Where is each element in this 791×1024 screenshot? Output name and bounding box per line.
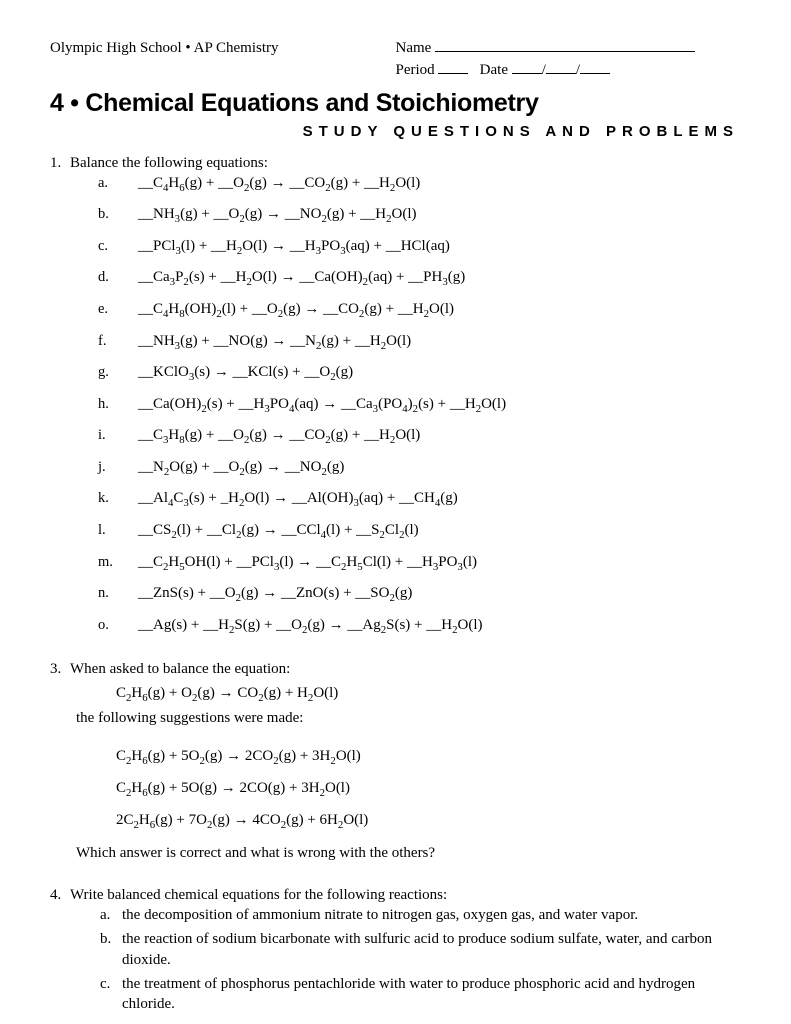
date-blank-3[interactable] <box>580 61 610 75</box>
equation-body: __NH3(g) + __NO(g) → __N2(g) + __H2O(l) <box>138 331 741 351</box>
equation-letter: e. <box>98 300 138 320</box>
equation-body: __C4H8(OH)2(l) + __O2(g) → __CO2(g) + __… <box>138 299 741 319</box>
equation-body: __C2H5OH(l) + __PCl3(l) → __C2H5Cl(l) + … <box>138 552 741 572</box>
equation-row: c.__PCl3(l) + __H2O(l) → __H3PO3(aq) + _… <box>98 236 741 257</box>
equation-row: i.__C3H8(g) + __O2(g) → __CO2(g) + __H2O… <box>98 425 741 446</box>
name-blank[interactable] <box>435 39 695 53</box>
equation-letter: n. <box>98 584 138 604</box>
equation-letter: a. <box>98 174 138 194</box>
equation-letter: d. <box>98 268 138 288</box>
q4-text: the decomposition of ammonium nitrate to… <box>122 905 741 925</box>
q3-line3: Which answer is correct and what is wron… <box>76 843 741 863</box>
equation-body: __Al4C3(s) + _H2O(l) → __Al(OH)3(aq) + _… <box>138 488 741 508</box>
page-header: Olympic High School • AP Chemistry Name <box>50 38 741 58</box>
equation-body: __PCl3(l) + __H2O(l) → __H3PO3(aq) + __H… <box>138 236 741 256</box>
unit-title: 4 • Chemical Equations and Stoichiometry <box>50 87 741 121</box>
q3-suggestions: C2H6(g) + 5O2(g) → 2CO2(g) + 3H2O(l) C2H6… <box>116 746 741 831</box>
equation-body: __Ca(OH)2(s) + __H3PO4(aq) → __Ca3(PO4)2… <box>138 394 741 414</box>
question-1: 1.Balance the following equations: a.__C… <box>50 153 741 636</box>
q4-item: b.the reaction of sodium bicarbonate wit… <box>100 929 741 970</box>
q4-item-list: a.the decomposition of ammonium nitrate … <box>100 905 741 1014</box>
q3-line2: the following suggestions were made: <box>76 708 741 728</box>
date-label: Date <box>480 62 508 78</box>
equation-letter: k. <box>98 489 138 509</box>
subtitle: STUDY QUESTIONS AND PROBLEMS <box>50 122 741 142</box>
question-3: 3.When asked to balance the equation: C2… <box>50 659 741 863</box>
equation-letter: j. <box>98 458 138 478</box>
equation-letter: m. <box>98 553 138 573</box>
q4-number: 4. <box>50 885 70 905</box>
q4-letter: b. <box>100 929 122 970</box>
header-left: Olympic High School • AP Chemistry <box>50 38 396 58</box>
q4-text: the treatment of phosphorus pentachlorid… <box>122 974 741 1015</box>
question-4: 4.Write balanced chemical equations for … <box>50 885 741 1015</box>
equation-letter: g. <box>98 363 138 383</box>
title-bullet: • <box>70 89 78 117</box>
equation-letter: b. <box>98 205 138 225</box>
equation-body: __Ag(s) + __H2S(g) + __O2(g) → __Ag2S(s)… <box>138 615 741 635</box>
q1-equation-list: a.__C4H6(g) + __O2(g) → __CO2(g) + __H2O… <box>98 173 741 635</box>
date-blank-2[interactable] <box>546 61 576 75</box>
equation-letter: o. <box>98 616 138 636</box>
equation-row: n.__ZnS(s) + __O2(g) → __ZnO(s) + __SO2(… <box>98 583 741 604</box>
equation-body: __C3H8(g) + __O2(g) → __CO2(g) + __H2O(l… <box>138 425 741 445</box>
header-right: Name <box>396 38 742 58</box>
equation-row: o.__Ag(s) + __H2S(g) + __O2(g) → __Ag2S(… <box>98 615 741 636</box>
page-header-row2: Period Date // <box>50 60 741 80</box>
equation-letter: l. <box>98 521 138 541</box>
equation-letter: i. <box>98 426 138 446</box>
equation-row: g.__KClO3(s) → __KCl(s) + __O2(g) <box>98 362 741 383</box>
q4-prompt: Write balanced chemical equations for th… <box>70 887 447 903</box>
q1-prompt: Balance the following equations: <box>70 153 268 173</box>
equation-body: __CS2(l) + __Cl2(g) → __CCl4(l) + __S2Cl… <box>138 520 741 540</box>
date-blank-1[interactable] <box>512 61 542 75</box>
suggestion-equation: 2C2H6(g) + 7O2(g) → 4CO2(g) + 6H2O(l) <box>116 810 741 830</box>
unit-name: Chemical Equations and Stoichiometry <box>85 89 538 117</box>
course-name: AP Chemistry <box>194 40 279 56</box>
equation-row: k.__Al4C3(s) + _H2O(l) → __Al(OH)3(aq) +… <box>98 488 741 509</box>
equation-row: a.__C4H6(g) + __O2(g) → __CO2(g) + __H2O… <box>98 173 741 194</box>
period-blank[interactable] <box>438 61 468 75</box>
bullet-separator: • <box>185 40 190 56</box>
q4-letter: c. <box>100 974 122 1015</box>
equation-body: __Ca3P2(s) + __H2O(l) → __Ca(OH)2(aq) + … <box>138 267 741 287</box>
equation-body: __ZnS(s) + __O2(g) → __ZnO(s) + __SO2(g) <box>138 583 741 603</box>
equation-body: __NH3(g) + __O2(g) → __NO2(g) + __H2O(l) <box>138 204 741 224</box>
name-label: Name <box>396 40 432 56</box>
q4-text: the reaction of sodium bicarbonate with … <box>122 929 741 970</box>
equation-row: j.__N2O(g) + __O2(g) → __NO2(g) <box>98 457 741 478</box>
equation-body: __N2O(g) + __O2(g) → __NO2(g) <box>138 457 741 477</box>
equation-body: __C4H6(g) + __O2(g) → __CO2(g) + __H2O(l… <box>138 173 741 193</box>
suggestion-equation: C2H6(g) + 5O2(g) → 2CO2(g) + 3H2O(l) <box>116 746 741 766</box>
equation-row: m.__C2H5OH(l) + __PCl3(l) → __C2H5Cl(l) … <box>98 552 741 573</box>
q3-equation: C2H6(g) + O2(g) → CO2(g) + H2O(l) <box>116 683 741 703</box>
school-name: Olympic High School <box>50 40 182 56</box>
period-label: Period <box>396 62 435 78</box>
equation-row: d.__Ca3P2(s) + __H2O(l) → __Ca(OH)2(aq) … <box>98 267 741 288</box>
equation-row: b.__NH3(g) + __O2(g) → __NO2(g) + __H2O(… <box>98 204 741 225</box>
q1-number: 1. <box>50 153 70 173</box>
equation-row: e.__C4H8(OH)2(l) + __O2(g) → __CO2(g) + … <box>98 299 741 320</box>
unit-number: 4 <box>50 89 64 117</box>
period-date: Period Date // <box>396 60 742 80</box>
equation-row: f.__NH3(g) + __NO(g) → __N2(g) + __H2O(l… <box>98 331 741 352</box>
equation-row: l.__CS2(l) + __Cl2(g) → __CCl4(l) + __S2… <box>98 520 741 541</box>
equation-letter: f. <box>98 332 138 352</box>
q3-line1: When asked to balance the equation: <box>70 661 290 677</box>
equation-body: __KClO3(s) → __KCl(s) + __O2(g) <box>138 362 741 382</box>
q4-letter: a. <box>100 905 122 925</box>
equation-letter: c. <box>98 237 138 257</box>
suggestion-equation: C2H6(g) + 5O(g) → 2CO(g) + 3H2O(l) <box>116 778 741 798</box>
equation-row: h.__Ca(OH)2(s) + __H3PO4(aq) → __Ca3(PO4… <box>98 394 741 415</box>
q3-number: 3. <box>50 659 70 679</box>
q4-item: a.the decomposition of ammonium nitrate … <box>100 905 741 925</box>
q4-item: c.the treatment of phosphorus pentachlor… <box>100 974 741 1015</box>
equation-letter: h. <box>98 395 138 415</box>
